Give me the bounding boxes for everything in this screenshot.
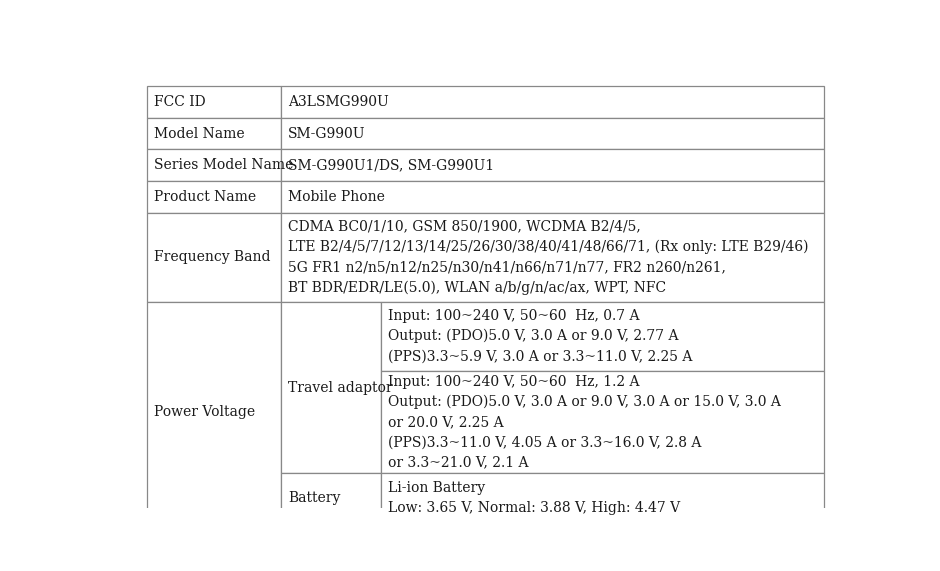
Bar [147, 150, 281, 181]
Text: Frequency Band: Frequency Band [154, 250, 271, 264]
Bar [281, 301, 381, 473]
Bar [281, 118, 824, 150]
Bar [147, 86, 281, 118]
Bar [281, 473, 381, 522]
Bar [281, 213, 824, 301]
Bar [281, 150, 824, 181]
Bar [147, 118, 281, 150]
Text: Model Name: Model Name [154, 127, 244, 140]
Bar [147, 301, 281, 522]
Text: SM-G990U: SM-G990U [288, 127, 366, 140]
Bar [147, 181, 281, 213]
Text: Input: 100~240 V, 50~60  Hz, 0.7 A
Output: (PDO)5.0 V, 3.0 A or 9.0 V, 2.77 A
(P: Input: 100~240 V, 50~60 Hz, 0.7 A Output… [388, 309, 693, 363]
Bar [281, 86, 824, 118]
Text: Product Name: Product Name [154, 190, 256, 204]
Text: FCC ID: FCC ID [154, 95, 206, 109]
Text: Power Voltage: Power Voltage [154, 405, 255, 419]
Bar [381, 301, 824, 371]
Text: Mobile Phone: Mobile Phone [288, 190, 385, 204]
Bar [281, 181, 824, 213]
Text: SM-G990U1/DS, SM-G990U1: SM-G990U1/DS, SM-G990U1 [288, 158, 494, 172]
Text: Li-ion Battery
Low: 3.65 V, Normal: 3.88 V, High: 4.47 V: Li-ion Battery Low: 3.65 V, Normal: 3.88… [388, 481, 681, 515]
Text: Travel adaptor: Travel adaptor [288, 380, 393, 395]
Text: CDMA BC0/1/10, GSM 850/1900, WCDMA B2/4/5,
LTE B2/4/5/7/12/13/14/25/26/30/38/40/: CDMA BC0/1/10, GSM 850/1900, WCDMA B2/4/… [288, 219, 808, 295]
Bar [381, 371, 824, 473]
Bar [381, 473, 824, 522]
Text: Battery: Battery [288, 491, 340, 505]
Text: Series Model Name: Series Model Name [154, 158, 293, 172]
Bar [147, 213, 281, 301]
Text: Input: 100~240 V, 50~60  Hz, 1.2 A
Output: (PDO)5.0 V, 3.0 A or 9.0 V, 3.0 A or : Input: 100~240 V, 50~60 Hz, 1.2 A Output… [388, 375, 781, 469]
Text: A3LSMG990U: A3LSMG990U [288, 95, 389, 109]
